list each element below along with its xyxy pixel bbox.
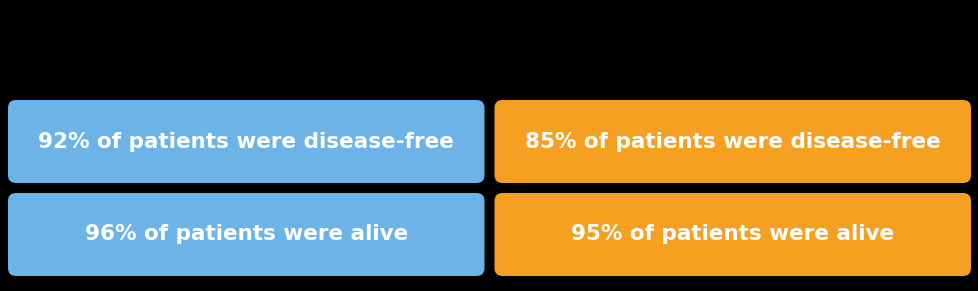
Text: 85% of patients were disease-free: 85% of patients were disease-free (524, 132, 940, 152)
Text: 95% of patients were alive: 95% of patients were alive (570, 224, 893, 244)
FancyBboxPatch shape (494, 100, 970, 183)
FancyBboxPatch shape (8, 100, 484, 183)
FancyBboxPatch shape (8, 193, 484, 276)
FancyBboxPatch shape (494, 193, 970, 276)
Text: 96% of patients were alive: 96% of patients were alive (84, 224, 408, 244)
Text: 92% of patients were disease-free: 92% of patients were disease-free (38, 132, 454, 152)
